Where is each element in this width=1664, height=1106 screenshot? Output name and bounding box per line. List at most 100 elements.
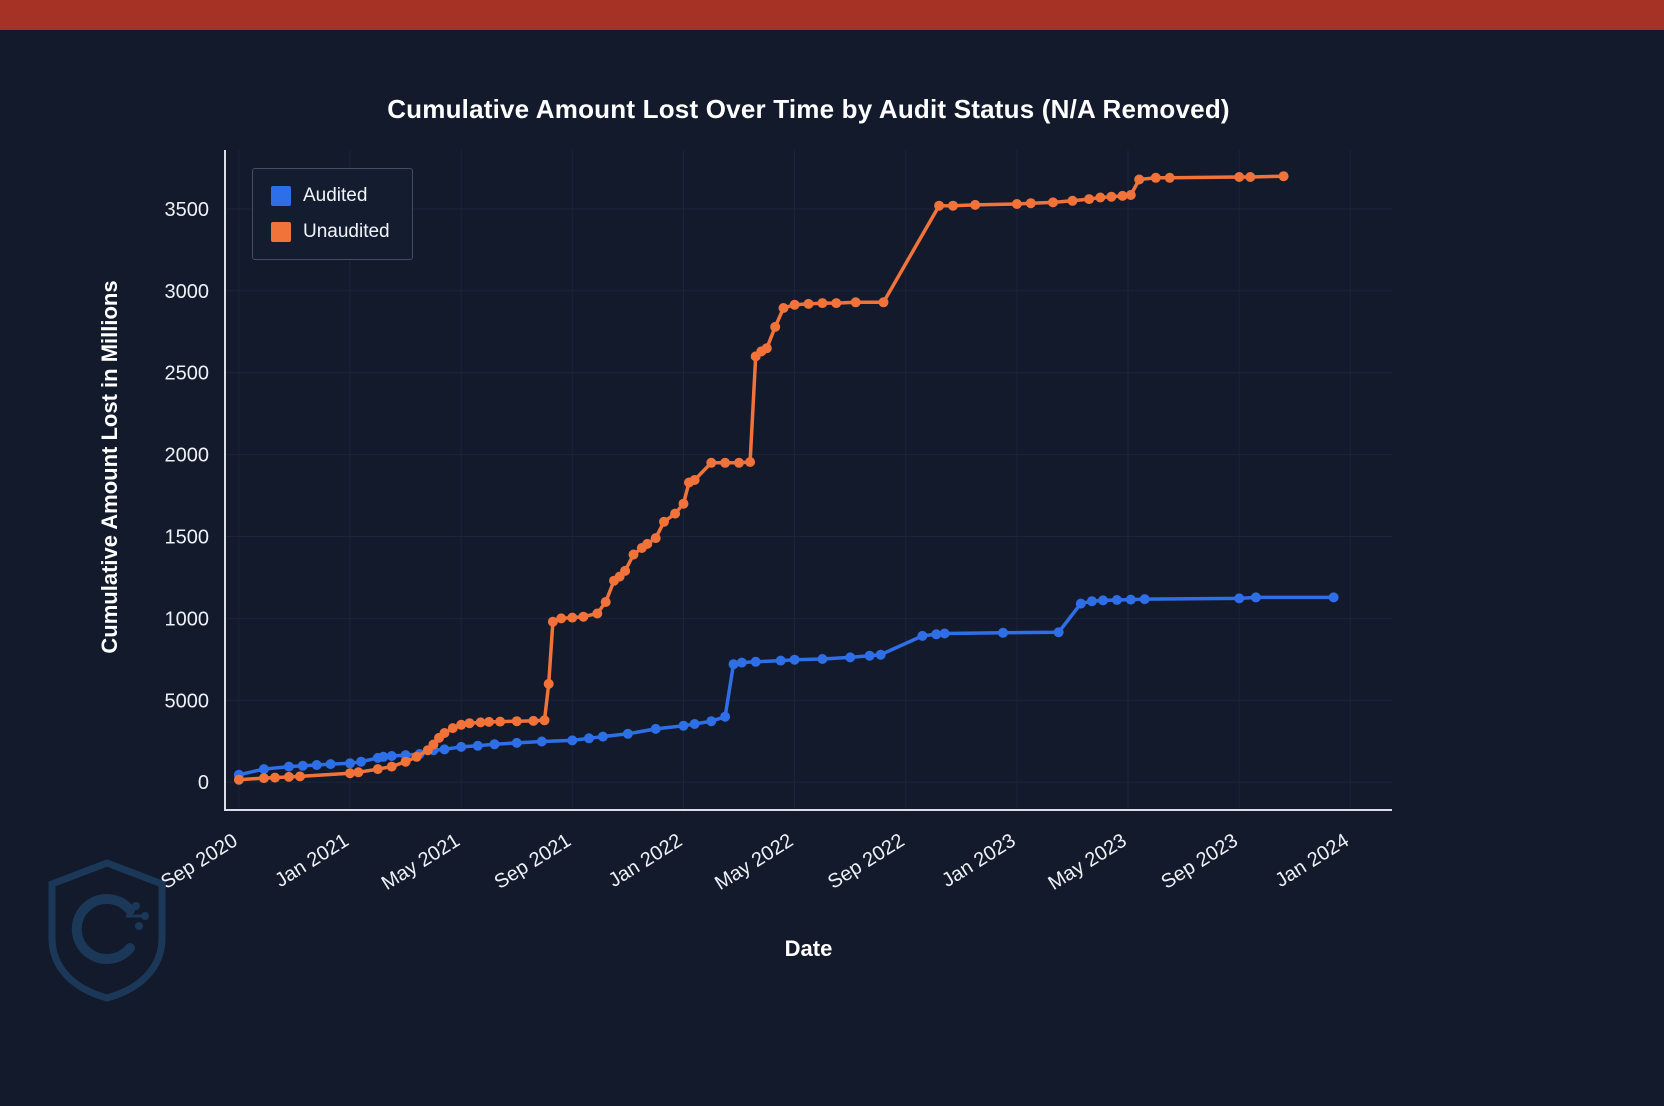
logo-c-mark-icon xyxy=(71,894,135,964)
data-point-unaudited xyxy=(1084,194,1095,205)
data-point-audited xyxy=(736,657,747,668)
data-point-unaudited xyxy=(456,719,467,730)
data-point-audited xyxy=(750,656,761,667)
data-point-audited xyxy=(1053,627,1064,638)
data-point-unaudited xyxy=(1245,172,1256,182)
data-point-audited xyxy=(728,659,739,670)
data-point-unaudited xyxy=(659,516,669,527)
data-point-unaudited xyxy=(543,678,554,689)
data-point-unaudited xyxy=(1164,172,1175,183)
y-tick-label: 1500 xyxy=(165,527,210,549)
y-tick-label: 0 xyxy=(198,772,209,794)
data-point-audited xyxy=(258,764,269,775)
data-point-audited xyxy=(297,760,308,771)
data-point-audited xyxy=(706,716,717,727)
legend-swatch-unaudited xyxy=(271,222,291,242)
data-point-audited xyxy=(311,760,322,770)
data-point-audited xyxy=(356,756,367,767)
legend: Audited Unaudited xyxy=(252,168,413,260)
legend-item-unaudited[interactable]: Unaudited xyxy=(271,221,390,243)
data-point-unaudited xyxy=(761,343,772,354)
data-point-unaudited xyxy=(447,723,458,734)
x-tick-label: Jan 2023 xyxy=(938,830,1019,892)
logo-node-icon xyxy=(132,902,140,910)
data-point-unaudited xyxy=(1134,174,1145,185)
y-tick-label: 2000 xyxy=(165,445,210,467)
data-point-audited xyxy=(931,629,942,640)
y-axis-label: Cumulative Amount Lost in Millions xyxy=(97,280,122,654)
x-tick-label: May 2022 xyxy=(711,830,797,895)
data-point-audited xyxy=(1125,594,1136,605)
brand-logo-shield xyxy=(48,859,166,1002)
data-point-unaudited xyxy=(817,298,828,309)
x-tick-label: Sep 2023 xyxy=(1158,830,1242,894)
data-point-unaudited xyxy=(345,768,355,779)
data-point-unaudited xyxy=(495,716,506,727)
data-point-unaudited xyxy=(484,716,494,727)
data-point-unaudited xyxy=(539,715,550,726)
y-tick-label: 1000 xyxy=(165,608,210,630)
data-point-unaudited xyxy=(1125,190,1136,200)
data-point-unaudited xyxy=(578,611,589,622)
data-point-audited xyxy=(864,650,875,661)
data-point-audited xyxy=(689,719,700,729)
data-point-unaudited xyxy=(1067,195,1078,206)
data-point-unaudited xyxy=(628,549,639,560)
data-point-unaudited xyxy=(475,717,486,728)
data-point-unaudited xyxy=(1106,191,1117,202)
data-point-unaudited xyxy=(745,457,756,467)
data-point-audited xyxy=(439,744,450,755)
data-point-audited xyxy=(378,751,389,762)
y-tick-label: 2500 xyxy=(165,363,210,385)
data-point-unaudited xyxy=(233,774,244,785)
data-point-audited xyxy=(720,711,731,722)
legend-item-audited[interactable]: Audited xyxy=(271,185,390,207)
data-point-audited xyxy=(456,741,467,752)
data-point-unaudited xyxy=(592,608,603,619)
x-tick-label: Sep 2020 xyxy=(157,830,241,894)
data-point-unaudited xyxy=(803,298,814,309)
x-tick-label: May 2021 xyxy=(378,830,464,895)
data-point-unaudited xyxy=(620,565,631,576)
data-point-unaudited xyxy=(386,761,397,772)
x-tick-label: Sep 2022 xyxy=(824,830,908,894)
legend-label-audited: Audited xyxy=(303,185,368,206)
data-point-audited xyxy=(917,630,928,641)
logo-node-icon xyxy=(135,922,143,930)
data-point-audited xyxy=(817,654,828,664)
data-point-audited xyxy=(283,761,294,772)
data-point-audited xyxy=(1111,595,1122,605)
data-point-unaudited xyxy=(878,297,889,308)
data-point-unaudited xyxy=(670,508,681,519)
data-point-unaudited xyxy=(770,321,781,332)
data-point-unaudited xyxy=(1278,171,1289,182)
data-point-audited xyxy=(1328,592,1339,603)
data-point-unaudited xyxy=(689,475,700,485)
data-point-unaudited xyxy=(270,772,280,783)
data-point-unaudited xyxy=(511,716,522,727)
data-point-unaudited xyxy=(1025,198,1036,209)
data-point-audited xyxy=(511,737,522,748)
series-line-audited xyxy=(237,595,1336,777)
data-point-unaudited xyxy=(970,199,981,210)
data-point-unaudited xyxy=(258,773,269,784)
data-point-unaudited xyxy=(1048,197,1058,208)
data-point-unaudited xyxy=(734,457,744,468)
data-point-audited xyxy=(939,628,950,639)
data-point-unaudited xyxy=(1234,172,1245,182)
data-point-unaudited xyxy=(831,298,842,309)
x-tick-label: Jan 2021 xyxy=(271,830,352,892)
data-point-unaudited xyxy=(556,613,567,624)
data-point-audited xyxy=(622,728,633,739)
data-point-audited xyxy=(1075,598,1086,609)
data-point-unaudited xyxy=(547,616,558,627)
data-point-unaudited xyxy=(1011,199,1022,209)
legend-label-unaudited: Unaudited xyxy=(303,221,390,242)
data-point-unaudited xyxy=(411,751,422,762)
series-line-unaudited xyxy=(237,174,1286,782)
x-tick-label: Sep 2021 xyxy=(491,830,575,894)
logo-node-icon xyxy=(141,912,149,920)
data-point-unaudited xyxy=(372,764,383,775)
